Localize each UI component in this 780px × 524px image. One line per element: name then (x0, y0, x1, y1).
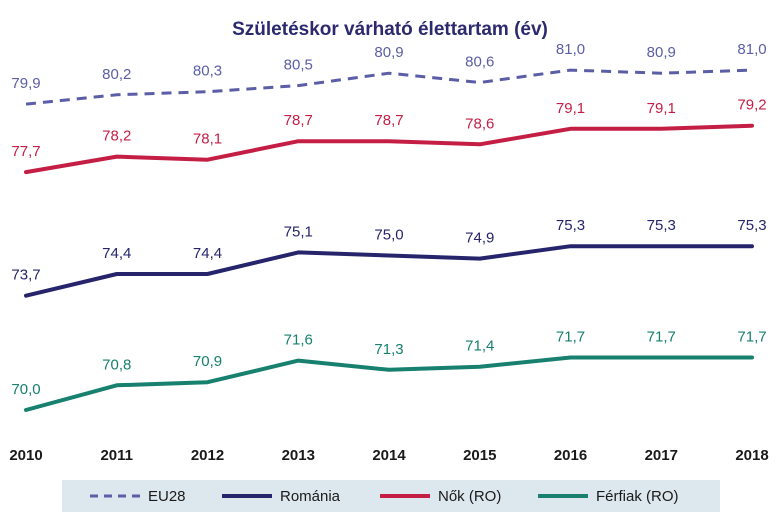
data-label-eu28: 79,9 (11, 75, 40, 92)
data-label-eu28: 81,0 (556, 41, 585, 58)
data-label-romania: 75,1 (284, 223, 313, 240)
data-label-nok-ro: 78,6 (465, 115, 494, 132)
data-label-nok-ro: 79,2 (737, 97, 766, 114)
data-label-eu28: 80,3 (193, 63, 222, 80)
data-label-ferfiak-ro: 70,8 (102, 356, 131, 373)
legend-label-ferfiak-ro: Férfiak (RO) (596, 488, 679, 505)
data-label-eu28: 80,9 (374, 44, 403, 61)
x-tick-label: 2017 (645, 447, 678, 464)
x-tick-label: 2010 (9, 447, 42, 464)
x-tick-label: 2013 (282, 447, 315, 464)
data-label-ferfiak-ro: 71,7 (647, 328, 676, 345)
data-label-romania: 75,3 (647, 217, 676, 234)
x-tick-label: 2011 (100, 447, 133, 464)
data-label-eu28: 80,2 (102, 66, 131, 83)
data-label-ferfiak-ro: 70,0 (11, 381, 40, 398)
series-line-romania (24, 244, 754, 298)
data-label-ferfiak-ro: 71,7 (737, 328, 766, 345)
legend-label-eu28: EU28 (148, 488, 186, 505)
data-label-romania: 75,0 (374, 227, 403, 244)
data-label-ferfiak-ro: 70,9 (193, 353, 222, 370)
data-label-eu28: 80,5 (284, 57, 313, 74)
data-label-eu28: 81,0 (737, 41, 766, 58)
legend: EU28 Románia Nők (RO) Férfiak (RO) (62, 480, 720, 512)
x-tick-label: 2014 (372, 447, 406, 464)
data-label-nok-ro: 78,7 (374, 112, 403, 129)
x-tick-label: 2018 (735, 447, 768, 464)
data-label-nok-ro: 78,1 (193, 131, 222, 148)
data-label-romania: 73,7 (11, 267, 40, 284)
x-tick-label: 2015 (463, 447, 496, 464)
x-tick-label: 2012 (191, 447, 224, 464)
chart-title: Születéskor várható élettartam (év) (232, 19, 548, 40)
series-lines (24, 68, 754, 412)
data-labels: 79,9 80,2 80,3 80,5 80,9 80,6 81,0 80,9 81,0 73,7… (11, 41, 766, 398)
data-label-eu28: 80,9 (647, 44, 676, 61)
data-label-nok-ro: 79,1 (647, 100, 676, 117)
data-label-nok-ro: 79,1 (556, 100, 585, 117)
legend-label-nok-ro: Nők (RO) (438, 488, 501, 505)
x-axis-ticks: 2010 2011 2012 2013 2014 2015 2016 2017 2018 (9, 447, 768, 464)
data-label-romania: 74,4 (102, 245, 131, 262)
data-label-romania: 74,9 (465, 230, 494, 247)
data-label-nok-ro: 77,7 (11, 143, 40, 160)
data-label-ferfiak-ro: 71,7 (556, 328, 585, 345)
data-label-romania: 74,4 (193, 245, 222, 262)
series-line-nok-ro (24, 123, 754, 175)
series-line-eu28 (25, 68, 753, 106)
data-label-eu28: 80,6 (465, 53, 494, 70)
legend-label-romania: Románia (280, 488, 341, 505)
data-label-ferfiak-ro: 71,6 (284, 332, 313, 349)
data-label-romania: 75,3 (556, 217, 585, 234)
data-label-ferfiak-ro: 71,4 (465, 338, 494, 355)
data-label-romania: 75,3 (737, 217, 766, 234)
data-label-ferfiak-ro: 71,3 (374, 341, 403, 358)
data-label-nok-ro: 78,7 (284, 112, 313, 129)
series-line-ferfiak-ro (24, 355, 754, 412)
x-tick-label: 2016 (554, 447, 587, 464)
data-label-nok-ro: 78,2 (102, 128, 131, 145)
